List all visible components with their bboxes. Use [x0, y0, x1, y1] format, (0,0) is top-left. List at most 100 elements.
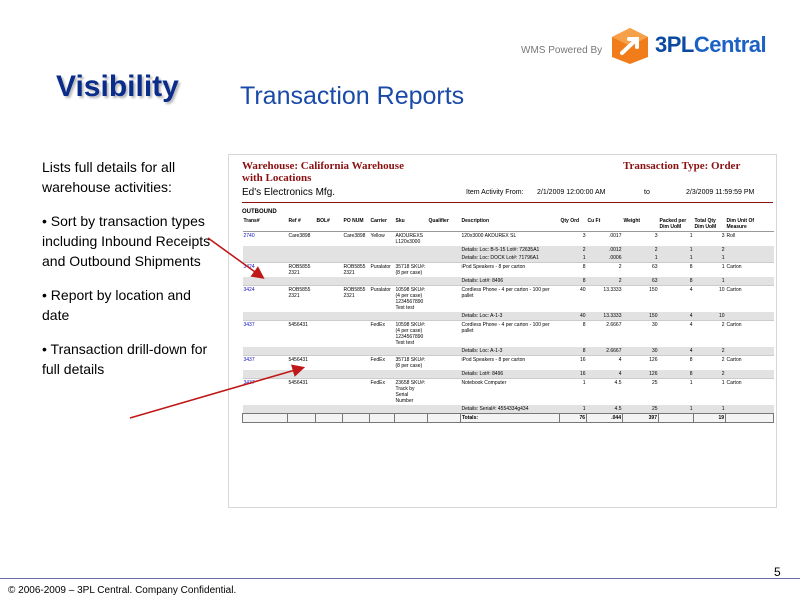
table-cell: ROB5855 2321: [287, 262, 316, 277]
detail-row: Details: Loc: A-1-3 8 2.6667 30 4 2: [242, 347, 774, 356]
table-cell: 126: [622, 370, 659, 379]
table-cell: [287, 370, 316, 379]
table-cell: 2: [693, 355, 726, 370]
table-cell: .0012: [586, 246, 623, 254]
col-header: Cu Ft: [586, 217, 623, 232]
table-cell: 35718 SKU#: (8 per case): [394, 355, 428, 370]
totals-cell: 76: [559, 413, 587, 423]
table-cell: [287, 254, 316, 263]
totals-cell: [394, 413, 428, 423]
table-cell: [242, 347, 288, 356]
table-cell: 10: [693, 285, 726, 312]
transaction-link[interactable]: 3424: [242, 285, 288, 312]
table-cell: 10598 SKU#: (4 per case) 1234567890 Test…: [394, 320, 428, 347]
table-cell: 1: [559, 378, 587, 405]
table-cell: .0017: [586, 231, 623, 246]
transaction-link[interactable]: 3424: [242, 262, 288, 277]
transaction-link[interactable]: 3437: [242, 378, 288, 405]
col-header: Qty Ord: [559, 217, 587, 232]
table-cell: 16: [559, 370, 587, 379]
table-cell: 5456431: [287, 378, 316, 405]
table-cell: [394, 405, 428, 414]
col-header: Ref #: [287, 217, 316, 232]
detail-row: Details: Loc: DOCK Lot#: 71796A1 1.0006 1 1…: [242, 254, 774, 263]
table-cell: ROB5855 2321: [342, 285, 370, 312]
table-cell: [242, 370, 288, 379]
table-cell: [315, 246, 343, 254]
table-cell: [427, 312, 461, 321]
table-cell: 30: [622, 320, 659, 347]
table-cell: 63: [622, 277, 659, 286]
table-cell: [315, 370, 343, 379]
table-cell: Yellow: [369, 231, 395, 246]
table-cell: Details: Loc: B-5-15 Lot#: 72635A1: [460, 246, 560, 254]
table-cell: 1: [693, 277, 726, 286]
table-cell: 8: [559, 320, 587, 347]
table-cell: Carton: [725, 355, 774, 370]
col-header: PO NUM: [342, 217, 370, 232]
table-cell: Carton: [725, 262, 774, 277]
totals-cell: [342, 413, 370, 423]
table-cell: [342, 355, 370, 370]
table-cell: [342, 378, 370, 405]
transaction-link[interactable]: 3437: [242, 355, 288, 370]
table-cell: Details: Loc: A-1-3: [460, 312, 560, 321]
transaction-link[interactable]: 3437: [242, 320, 288, 347]
detail-row: Details: Lot#: 8496 16 4 126 8 2: [242, 370, 774, 379]
table-cell: 4: [658, 285, 694, 312]
table-cell: [342, 277, 370, 286]
table-cell: 1: [658, 254, 694, 263]
table-cell: [315, 312, 343, 321]
table-cell: FedEx: [369, 320, 395, 347]
table-cell: [315, 254, 343, 263]
table-cell: 1: [693, 378, 726, 405]
bullet-list: Lists full details for all warehouse act…: [42, 157, 212, 393]
table-cell: [287, 347, 316, 356]
page-title: Visibility: [56, 70, 179, 103]
table-cell: [369, 370, 395, 379]
table-cell: Cordless Phone - 4 per carton - 100 per …: [460, 285, 560, 312]
table-cell: [427, 246, 461, 254]
table-cell: Carton: [725, 320, 774, 347]
col-header: Weight: [622, 217, 659, 232]
table-cell: 25: [622, 405, 659, 414]
table-cell: [369, 312, 395, 321]
transaction-link[interactable]: 2740: [242, 231, 288, 246]
table-cell: 4: [658, 320, 694, 347]
totals-cell: [658, 413, 694, 423]
table-cell: 1: [622, 254, 659, 263]
table-cell: 1: [693, 405, 726, 414]
totals-cell: [315, 413, 343, 423]
table-cell: [394, 254, 428, 263]
table-header-row: Trans# Ref # BOL# PO NUM Carrier Sku Qua…: [242, 217, 774, 232]
table-cell: [369, 277, 395, 286]
activity-from-label: Item Activity From:: [466, 189, 524, 196]
detail-row: Details: Serial#: 4554334g434 1 4.5 25 1 1: [242, 405, 774, 414]
table-cell: 120x3000 AKDUREX SL: [460, 231, 560, 246]
table-cell: 10598 SKU#: (4 per case) 1234567890 Test…: [394, 285, 428, 312]
table-cell: 40: [559, 285, 587, 312]
col-header: Carrier: [369, 217, 395, 232]
table-cell: [394, 370, 428, 379]
col-header: Total Qty Dim UoM: [693, 217, 726, 232]
table-cell: 3: [559, 231, 587, 246]
table-cell: Care3898: [342, 231, 370, 246]
activity-from-value: 2/1/2009 12:00:00 AM: [537, 189, 606, 196]
table-cell: 2: [693, 320, 726, 347]
table-cell: [369, 405, 395, 414]
table-cell: [725, 312, 774, 321]
table-cell: [427, 262, 461, 277]
report-warehouse-line2: with Locations: [242, 172, 312, 184]
table-cell: 8: [658, 355, 694, 370]
bullet-location: • Report by location and date: [42, 287, 191, 323]
table-cell: Puralator: [369, 285, 395, 312]
table-cell: Puralator: [369, 262, 395, 277]
table-cell: 1: [658, 246, 694, 254]
copyright-text: © 2006-2009 – 3PL Central. Company Confi…: [8, 585, 237, 596]
totals-row: Totals: 76.044 397 19: [242, 413, 774, 423]
bullet-sort: • Sort by transaction types including In…: [42, 213, 211, 269]
bullet-intro: Lists full details for all warehouse act…: [42, 159, 176, 195]
logo-text-3pl: 3PL: [655, 32, 694, 57]
table-cell: 2: [622, 246, 659, 254]
logo-box-icon: [612, 28, 648, 64]
